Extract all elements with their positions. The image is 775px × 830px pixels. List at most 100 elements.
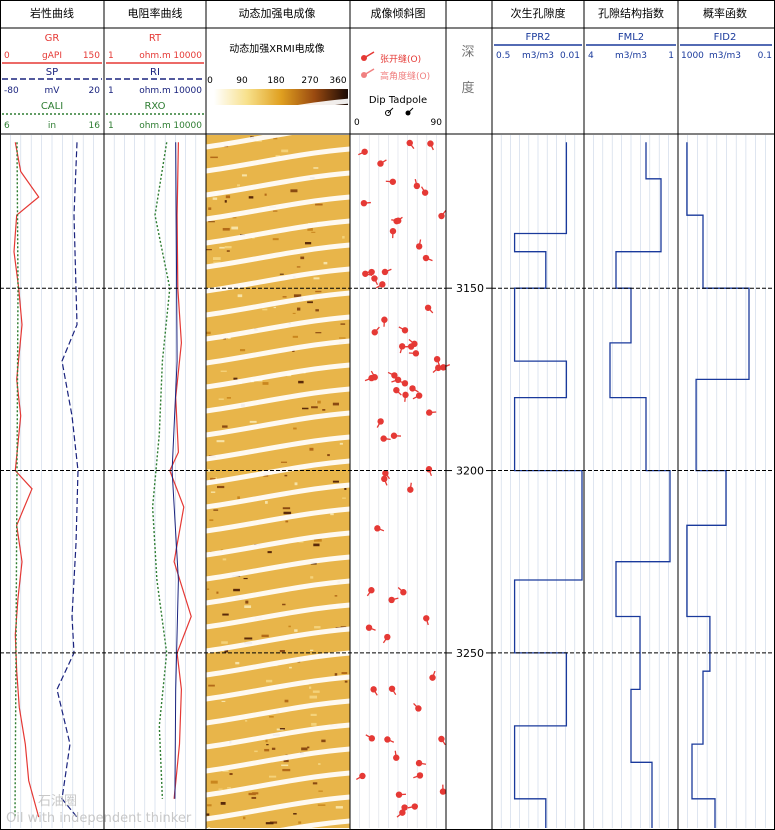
image-texture-speck <box>285 520 289 523</box>
tadpole-head <box>395 217 402 224</box>
tadpole-head <box>371 374 378 381</box>
image-sinusoid-band <box>205 698 351 726</box>
curve-name-fid2: FID2 <box>714 32 737 43</box>
image-texture-speck <box>233 377 238 380</box>
curve-unit-fpr2: m3/m3 <box>522 51 554 61</box>
legend-tail-open-fracture <box>363 51 375 59</box>
curve-max-gr: 150 <box>83 51 100 61</box>
curve-unit-gr: gAPI <box>42 51 62 61</box>
image-texture-speck <box>222 227 230 231</box>
tadpole-head <box>416 772 424 779</box>
image-texture-speck <box>344 488 347 490</box>
image-texture-speck <box>322 409 326 411</box>
image-scale-tick-3: 270 <box>301 76 318 86</box>
image-texture-speck <box>273 137 278 140</box>
image-texture-speck <box>296 307 301 311</box>
depth-lines <box>0 287 775 654</box>
curve-max-fid2: 0.1 <box>758 51 772 61</box>
image-texture-speck <box>261 634 269 638</box>
image-sinusoid-band <box>205 674 351 702</box>
fml-header: FML2 4 m3/m3 1 <box>586 32 676 61</box>
tadpole-head <box>401 380 409 387</box>
tadpole-head <box>365 624 373 631</box>
tadpole-head <box>415 705 422 712</box>
curve-fid2 <box>686 142 750 828</box>
image-texture-speck <box>233 588 240 592</box>
image-texture-speck <box>248 196 254 199</box>
image-texture-speck <box>315 309 319 312</box>
image-texture-speck <box>227 787 231 789</box>
image-texture-speck <box>265 500 268 504</box>
image-texture-speck <box>237 184 240 187</box>
curve-name-rxo: RXO <box>144 101 165 112</box>
legend-tail-high-angle-fracture <box>363 68 375 76</box>
image-texture-speck <box>289 666 292 669</box>
dip-tadpole <box>355 772 366 780</box>
image-texture-speck <box>332 480 339 483</box>
image-texture-speck <box>224 246 232 249</box>
tadpole-head <box>411 803 419 810</box>
dip-tadpole <box>415 759 427 767</box>
track-title-fml: 孔隙结构指数 <box>598 6 664 20</box>
image-texture-speck <box>298 380 304 384</box>
dip-scale-tail-low <box>387 107 394 114</box>
image-sinusoid-band <box>205 314 351 342</box>
dip-tadpole <box>393 750 400 761</box>
image-texture-speck <box>213 261 221 263</box>
curve-max-cali: 16 <box>89 121 101 131</box>
curve-min-fml2: 4 <box>588 51 594 61</box>
image-texture-speck <box>282 603 286 606</box>
tadpole-head <box>374 525 381 532</box>
image-texture-speck <box>223 338 227 340</box>
image-texture-speck <box>327 454 330 457</box>
image-texture-speck <box>309 649 314 651</box>
image-scale-tick-0: 0 <box>207 76 213 86</box>
dip-tadpole <box>385 178 397 185</box>
fid-header: FID2 1000 m3/m3 0.1 <box>680 32 772 61</box>
curve-min-rt: 1 <box>108 51 114 61</box>
image-texture-speck <box>339 442 343 445</box>
dip-tadpole <box>424 304 434 314</box>
image-texture-speck <box>254 750 258 753</box>
image-sinusoid-band <box>205 170 351 198</box>
tadpole-head <box>389 178 397 185</box>
tadpole-head <box>393 386 400 394</box>
image-sinusoid-band <box>205 794 351 822</box>
curve-name-sp: SP <box>46 67 58 78</box>
tadpole-head <box>398 343 406 350</box>
dip-tadpole <box>364 268 375 276</box>
curve-unit-ri: ohm.m <box>139 86 171 96</box>
image-texture-speck <box>282 507 291 510</box>
image-texture-speck <box>298 541 304 543</box>
image-texture-speck <box>237 496 240 500</box>
image-sinusoid-band <box>205 506 351 534</box>
dip-tadpole <box>426 409 437 416</box>
dip-tadpole <box>388 685 397 696</box>
image-texture-speck <box>334 595 338 597</box>
curve-rt <box>169 142 192 799</box>
curve-name-gr: GR <box>45 33 60 44</box>
image-texture-speck <box>256 139 262 142</box>
curve-ri <box>171 142 179 799</box>
track-title-fpr: 次生孔隙度 <box>511 6 566 20</box>
tadpole-head <box>388 685 396 692</box>
image-texture-speck <box>251 796 257 799</box>
curve-min-sp: -80 <box>4 86 19 96</box>
image-texture-speck <box>310 713 317 717</box>
image-texture-speck <box>207 827 211 829</box>
curve-name-ri: RI <box>150 67 160 78</box>
tadpole-head <box>438 735 445 743</box>
image-sinusoid-band <box>205 410 351 438</box>
image-texture-speck <box>309 447 314 451</box>
legend-label-open-fracture: 张开缝(O) <box>380 53 421 65</box>
tadpole-head <box>412 350 420 357</box>
tadpole-head <box>438 212 445 220</box>
image-sinusoid-band <box>205 146 351 174</box>
image-scale-tick-4: 360 <box>329 76 346 86</box>
dip-tadpole <box>397 587 407 596</box>
tadpole-head <box>380 435 387 442</box>
dip-scale-min: 0 <box>354 118 360 128</box>
dip-tadpole <box>439 784 447 795</box>
image-texture-speck <box>213 257 221 261</box>
image-texture-speck <box>283 759 289 763</box>
